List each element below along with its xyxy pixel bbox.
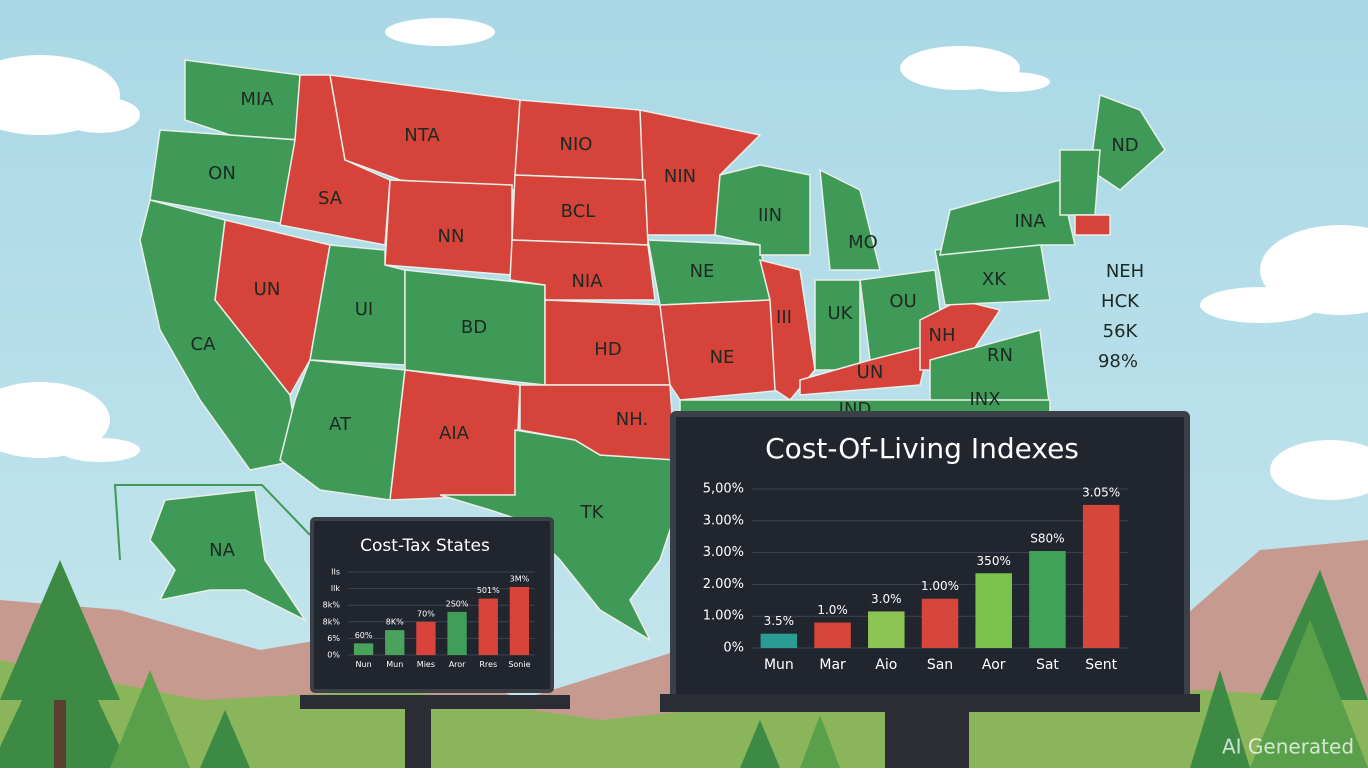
state-label: NE [710,347,735,368]
bar-annotation: 2S0% [446,599,469,608]
side-label: HCK [1101,291,1140,312]
state-label: TK [580,502,605,523]
map-labels: MIA ON SA NTA NIO NIN BCL NN UN CA UI BD NIA NE IIN MO H… [191,89,1145,561]
y-tick-label: 0% [723,641,744,656]
state-label: NE [690,261,715,282]
trees [0,560,1368,768]
state-label: BCL [561,201,596,222]
y-tick-label: 5,00% [703,482,744,497]
x-tick-label: Aio [875,657,897,673]
x-tick-label: Sonie [508,660,530,669]
y-tick-label: 1.00% [703,609,744,624]
state-label: AT [329,414,352,435]
y-tick-label: 2.00% [703,577,744,592]
y-tick-label: 0% [327,651,340,660]
x-tick-label: Sat [1036,657,1059,673]
chart-title: Cost-Of-Living Indexes [765,432,1079,465]
bar-annotation: S80% [1030,532,1064,546]
state-label: SA [318,188,343,209]
state-label: ON [208,163,236,184]
x-tick-label: San [927,657,953,673]
bar-annotation: 60% [355,631,373,640]
clouds [0,18,1368,500]
bar [814,622,851,648]
state-label: MO [848,232,878,253]
state-label: NH. [616,409,648,430]
us-map [139,59,1166,642]
x-tick-label: Nun [356,660,372,669]
bar-annotation: 501% [477,586,500,595]
bar [975,573,1012,648]
state-label: UN [254,279,281,300]
y-tick-label: IIs [331,568,340,577]
state-label: NN [438,226,465,247]
state-label: NIA [571,271,603,292]
state-label: AIA [439,423,470,444]
bar [385,630,405,655]
watermark: AI Generated [1222,735,1354,759]
bar [1029,551,1066,648]
y-tick-label: 8k% [323,617,341,626]
side-label: NEH [1106,261,1144,282]
y-tick-label: 8k% [323,601,341,610]
state-label: NIO [560,134,593,155]
x-tick-label: Mun [764,657,794,673]
bar-annotation: 70% [417,609,435,618]
bar [760,633,798,648]
x-tick-label: Aor [982,657,1006,673]
bar [447,611,467,655]
bar-annotation: 1.0% [817,603,848,617]
chart-title: Cost-Tax States [360,536,490,556]
state-label: RN [987,345,1013,366]
state-label: UN [857,362,884,383]
bar-annotation: 3.05% [1082,485,1120,499]
bar-annotation: 3.0% [871,592,902,606]
bar [1082,504,1120,648]
state-label: NIN [664,166,696,187]
side-label: 56K [1103,321,1139,342]
bar [921,598,959,648]
state-label: NH [929,325,956,346]
state-label: BD [461,317,487,338]
state-label: OU [889,291,916,312]
state-label: INA [1014,211,1046,232]
bar [509,586,530,655]
bar-annotation: 8K% [386,618,404,627]
y-tick-label: 3.00% [703,513,744,528]
bar-annotation: 1.00% [921,579,959,593]
state-label: IIN [758,205,782,226]
state-label: UI [355,299,373,320]
state-label: INX [969,389,1000,410]
state-label: NA [209,540,235,561]
state-label: MIA [240,89,274,110]
bar [353,643,374,655]
alaska-inset-line [113,484,311,561]
state-label: XK [982,269,1007,290]
state-label: UK [828,303,854,324]
bar-annotation: 350% [977,554,1011,568]
state-label: ND [1111,135,1138,156]
x-tick-label: Mar [819,657,846,673]
y-tick-label: 3.00% [703,545,744,560]
bar-annotation: 3M% [510,574,530,583]
y-tick-label: llk [331,584,340,593]
y-tick-label: 6% [327,634,340,643]
x-tick-label: Aror [449,660,466,669]
state-label: HD [594,339,621,360]
state-label: NTA [404,125,440,146]
state-label: CA [191,334,217,355]
bar [478,598,498,655]
bar [416,621,436,655]
bar [868,611,905,648]
x-tick-label: Sent [1085,657,1117,673]
side-label: 98% [1098,351,1138,372]
x-tick-label: Mies [417,660,435,669]
state-label: III [776,307,792,328]
charts: Cost-Tax States 0% 6% 8k% 8k% llk IIs 60% Nun 8K%… [323,432,1128,673]
bar-annotation: 3.5% [764,614,795,628]
x-tick-label: Mun [386,660,403,669]
x-tick-label: Rres [479,660,497,669]
